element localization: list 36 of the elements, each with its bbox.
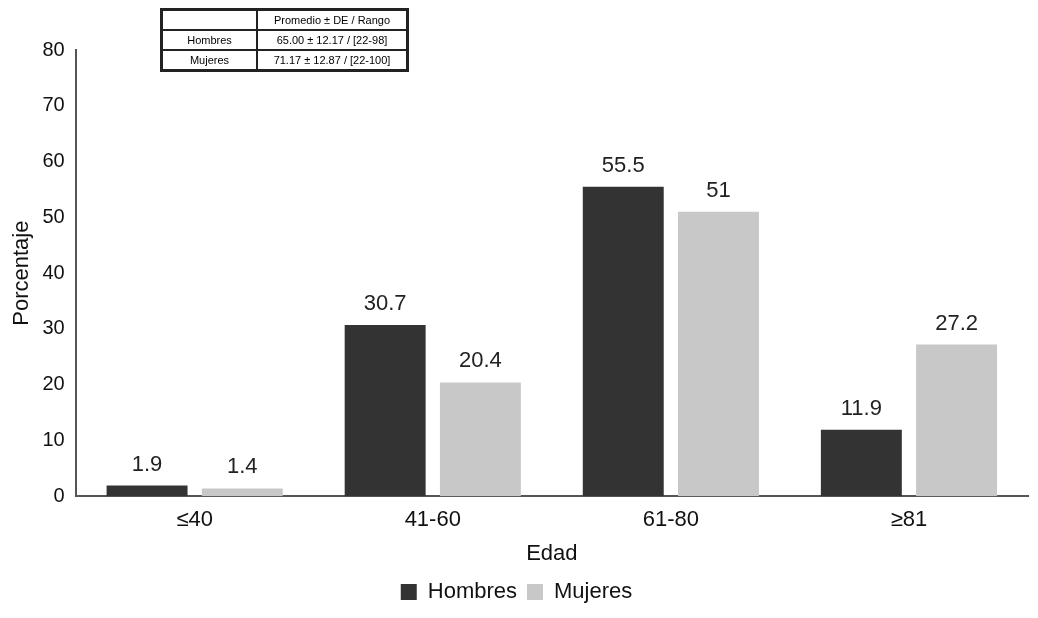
y-tick-label: 40 <box>42 260 65 283</box>
bar <box>344 324 426 497</box>
x-axis-title: Edad <box>526 539 578 565</box>
y-tick-label: 70 <box>42 93 65 116</box>
x-tick-label: ≤40 <box>176 506 213 532</box>
legend-label: Hombres <box>427 578 517 604</box>
annotation: Mujeres <box>162 50 257 70</box>
data-label: 30.7 <box>363 290 407 316</box>
bar <box>582 186 664 497</box>
x-tick-label: 41-60 <box>404 506 461 532</box>
y-tick-label: 20 <box>42 372 65 395</box>
data-label: 20.4 <box>458 347 502 373</box>
bar <box>106 485 188 497</box>
y-tick-label: 30 <box>42 316 65 339</box>
x-tick-label: ≥81 <box>890 506 928 532</box>
y-axis-title: Porcentaje <box>8 220 34 326</box>
y-tick-label: 50 <box>42 204 65 227</box>
data-label: 55.5 <box>601 151 645 177</box>
data-label: 11.9 <box>840 394 882 420</box>
data-label: 51 <box>706 176 731 202</box>
x-tick-label: 61-80 <box>642 506 700 532</box>
data-label: 1.9 <box>131 450 163 476</box>
summary-table: Promedio ± DE / Rango Hombres 65.00 ± 12.17 / [22-98] Mujeres 71.17 ± 12.87 / [22-100] <box>160 8 409 72</box>
bar <box>678 211 759 497</box>
bar <box>439 382 521 497</box>
data-label: 27.2 <box>935 309 978 335</box>
y-tick-label: 0 <box>53 483 65 506</box>
y-tick-label: 60 <box>42 149 65 172</box>
annotation: 71.17 ± 12.87 / [22-100] <box>257 50 407 70</box>
y-tick-label: 10 <box>42 427 65 450</box>
bar <box>916 344 998 497</box>
y-tick-label: 80 <box>42 37 65 60</box>
legend-label: Mujeres <box>554 578 633 604</box>
data-label: 1.4 <box>227 453 258 479</box>
bar <box>820 429 902 497</box>
bar <box>201 488 283 497</box>
